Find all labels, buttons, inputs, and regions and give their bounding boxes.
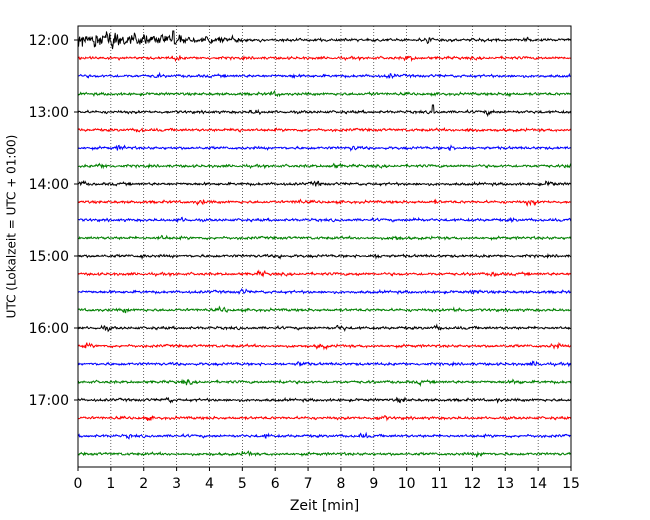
x-tick-label: 1	[106, 476, 115, 492]
x-tick-label: 9	[369, 476, 378, 492]
y-tick-label: 13:00	[29, 105, 69, 121]
trace-1500	[77, 252, 572, 261]
trace-1530	[77, 287, 572, 295]
trace-1515	[77, 269, 572, 278]
plot-frame	[77, 25, 572, 468]
trace-1345	[77, 162, 572, 170]
x-tick-label: 7	[304, 476, 313, 492]
trace-1330	[77, 144, 572, 152]
trace-1445	[77, 234, 572, 242]
x-tick-label: 5	[238, 476, 247, 492]
x-axis-ticks: 0 1 2 3 4 5 6 7 8 9 10 11 12 13 14 15	[74, 467, 580, 492]
trace-1415	[77, 198, 572, 207]
y-tick-label: 15:00	[29, 249, 69, 265]
trace-1230	[77, 71, 572, 80]
trace-1315	[77, 127, 572, 133]
x-tick-label: 0	[74, 476, 83, 492]
trace-1700	[77, 396, 572, 404]
x-tick-label: 12	[463, 476, 481, 492]
trace-1645	[77, 378, 572, 388]
trace-1215	[77, 54, 572, 63]
trace-1630	[77, 360, 572, 368]
y-tick-label: 14:00	[29, 177, 69, 193]
seismogram-traces	[77, 30, 572, 458]
x-tick-label: 6	[271, 476, 280, 492]
trace-1715	[77, 414, 572, 422]
x-tick-label: 4	[205, 476, 214, 492]
trace-1615	[77, 341, 572, 351]
x-axis-title: Zeit [min]	[290, 498, 359, 514]
x-tick-label: 11	[431, 476, 449, 492]
x-tick-label: 10	[398, 476, 416, 492]
x-tick-label: 2	[139, 476, 148, 492]
trace-1600	[77, 323, 572, 333]
trace-1400	[77, 179, 572, 187]
y-axis-ticks: 12:00 13:00 14:00 15:00 16:00 17:00	[29, 33, 78, 409]
y-tick-label: 12:00	[29, 33, 69, 49]
trace-1430	[77, 216, 572, 224]
x-tick-label: 15	[562, 476, 580, 492]
trace-1730	[77, 431, 572, 440]
trace-1200	[77, 30, 572, 50]
x-tick-label: 13	[496, 476, 514, 492]
y-tick-label: 16:00	[29, 321, 69, 337]
x-tick-label: 8	[336, 476, 345, 492]
y-axis-title: UTC (Lokalzeit = UTC + 01:00)	[5, 135, 19, 319]
trace-1300	[77, 104, 572, 118]
x-tick-label: 14	[529, 476, 547, 492]
trace-1245	[77, 89, 572, 98]
y-tick-label: 17:00	[29, 393, 69, 409]
trace-1545	[77, 305, 572, 314]
x-tick-label: 3	[172, 476, 181, 492]
trace-1745	[77, 450, 572, 458]
